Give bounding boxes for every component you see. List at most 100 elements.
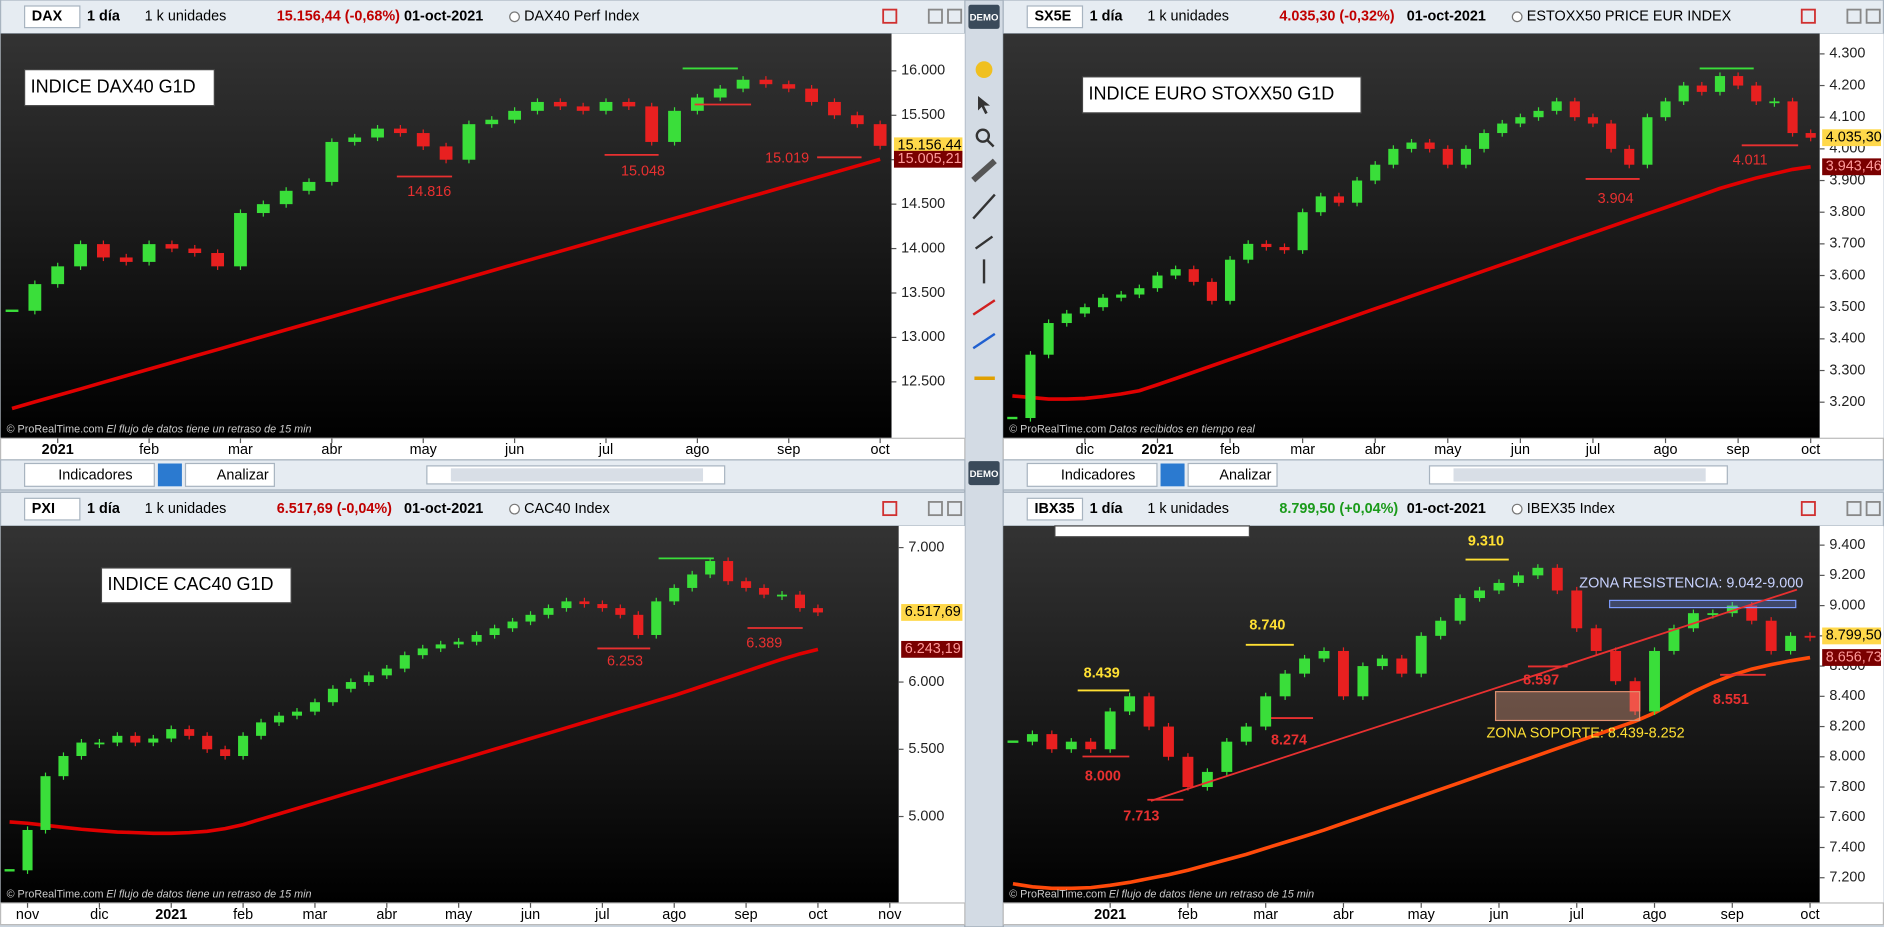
symbol-box[interactable] <box>1026 497 1084 521</box>
window-button[interactable] <box>882 8 898 24</box>
window-button[interactable] <box>947 8 963 24</box>
footer-note: Datos recibidos en tiempo real <box>1109 424 1255 436</box>
footer-note: El flujo de datos tiene un retraso de 15… <box>106 424 311 436</box>
candle <box>1357 666 1369 697</box>
y-tick-label: 6.000 <box>908 674 944 690</box>
tool-icons[interactable] <box>971 61 997 381</box>
candle <box>371 128 384 138</box>
candle <box>325 141 339 182</box>
x-tick-label: mar <box>303 907 328 923</box>
instrument: IBEX35 Index <box>1527 501 1616 517</box>
ma-price: 6.243,19 <box>905 641 961 657</box>
candle <box>188 248 202 254</box>
analyze-label[interactable]: Analizar <box>217 467 269 483</box>
candle <box>399 655 410 669</box>
candle <box>1726 605 1738 614</box>
indicators-label[interactable]: Indicadores <box>58 467 132 483</box>
symbol[interactable]: PXI <box>32 501 55 517</box>
candle <box>1315 196 1326 213</box>
candle <box>435 644 446 649</box>
units[interactable]: 1 k unidades <box>145 501 227 517</box>
candle <box>453 641 464 645</box>
indicators-button[interactable] <box>1026 462 1158 487</box>
candle <box>543 608 554 615</box>
symbol-box[interactable] <box>24 5 81 29</box>
symbol-box[interactable] <box>1026 5 1084 29</box>
symbol[interactable]: DAX <box>32 9 63 25</box>
units[interactable]: 1 k unidades <box>1147 9 1229 25</box>
window-button[interactable] <box>882 501 898 517</box>
last-price: 15.156,44 <box>898 138 962 154</box>
annotation: 15.019 <box>765 150 809 166</box>
annotation: 7.713 <box>1123 808 1159 824</box>
price-axis <box>891 33 965 439</box>
candle <box>1221 741 1233 772</box>
x-tick-label: mar <box>228 442 253 458</box>
instrument: CAC40 Index <box>524 501 610 517</box>
candle <box>348 137 362 142</box>
period[interactable]: 1 día <box>1090 501 1124 517</box>
window-button[interactable] <box>1865 8 1881 24</box>
share-button[interactable] <box>157 463 182 487</box>
candle <box>238 735 249 757</box>
candle <box>166 729 177 739</box>
candle <box>1678 85 1689 102</box>
window-button[interactable] <box>1800 8 1816 24</box>
window-button[interactable] <box>947 501 963 517</box>
symbol-box[interactable] <box>24 497 81 521</box>
candle <box>1474 590 1485 599</box>
scroll-thumb[interactable] <box>1453 468 1706 482</box>
candle <box>531 101 544 111</box>
candle <box>58 756 69 777</box>
y-tick-label: 8.400 <box>1829 688 1865 704</box>
ma-price-box <box>1822 158 1882 176</box>
period[interactable]: 1 día <box>87 501 121 517</box>
period[interactable]: 1 día <box>1090 9 1124 25</box>
window-button[interactable] <box>927 8 943 24</box>
symbol[interactable]: SX5E <box>1034 9 1071 25</box>
candle <box>1460 148 1472 165</box>
candle <box>687 574 698 588</box>
candle <box>148 738 159 743</box>
window-button[interactable] <box>1846 8 1862 24</box>
window-button[interactable] <box>927 501 943 517</box>
price: 6.517,69 (-0,04%) <box>277 501 392 517</box>
instrument: ESTOXX50 PRICE EUR INDEX <box>1527 9 1732 25</box>
units[interactable]: 1 k unidades <box>145 9 227 25</box>
candle <box>1124 696 1136 712</box>
window-button[interactable] <box>1846 501 1862 517</box>
x-tick-label: oct <box>808 907 827 923</box>
analyze-button[interactable] <box>184 462 275 487</box>
candle <box>1707 613 1719 615</box>
candle <box>597 604 608 609</box>
candle <box>668 110 681 142</box>
ma-price-box <box>1822 649 1882 666</box>
analyze-label[interactable]: Analizar <box>1219 467 1271 483</box>
annotation: 6.253 <box>607 653 643 669</box>
candle <box>5 309 19 312</box>
candle <box>741 581 752 588</box>
annotation: ZONA SOPORTE: 8.439-8.252 <box>1487 725 1685 741</box>
symbol[interactable]: IBX35 <box>1034 501 1074 517</box>
units[interactable]: 1 k unidades <box>1147 501 1229 517</box>
share-button[interactable] <box>1160 463 1185 487</box>
candle <box>579 601 590 605</box>
indicators-button[interactable] <box>24 462 155 487</box>
window-button[interactable] <box>1865 501 1881 517</box>
analyze-button[interactable] <box>1187 462 1278 487</box>
window-button[interactable] <box>1800 501 1816 517</box>
candle <box>489 628 500 635</box>
candle <box>309 702 320 712</box>
y-tick-label: 4.300 <box>1829 46 1865 62</box>
candle <box>553 101 567 107</box>
candle <box>256 722 267 736</box>
x-tick-label: feb <box>1220 442 1240 458</box>
candle <box>850 115 864 125</box>
candle <box>1696 85 1707 92</box>
chart-area <box>1003 525 1820 903</box>
y-tick-label: 9.400 <box>1829 537 1865 553</box>
candle <box>1370 164 1381 181</box>
period[interactable]: 1 día <box>87 9 121 25</box>
scroll-thumb[interactable] <box>450 468 704 482</box>
indicators-label[interactable]: Indicadores <box>1061 467 1135 483</box>
